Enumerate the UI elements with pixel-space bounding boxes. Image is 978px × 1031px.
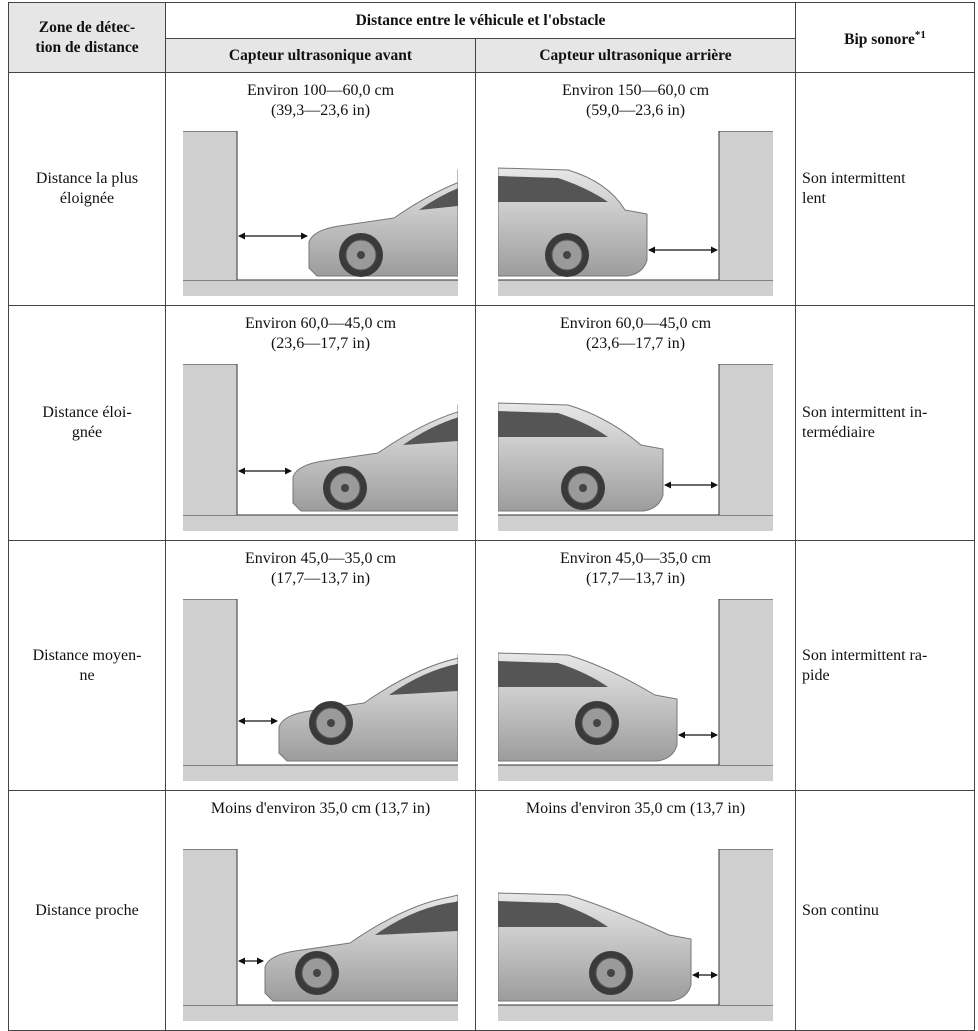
front-header: Capteur ultrasonique avant xyxy=(165,38,476,73)
wall-edge xyxy=(718,599,773,765)
car-window xyxy=(419,176,458,210)
car-window xyxy=(498,411,608,437)
wall-edge xyxy=(183,131,238,280)
front-illustration xyxy=(183,599,458,781)
wall-edge xyxy=(183,599,238,765)
sound-cell: Son intermittent ra- pide xyxy=(795,540,975,791)
wall xyxy=(183,131,237,280)
ground xyxy=(183,280,458,296)
wall-edge xyxy=(718,364,773,515)
sound-header: Bip sonore*1 xyxy=(795,2,975,73)
front-illustration xyxy=(183,131,458,296)
wall xyxy=(719,131,773,280)
rear-illustration xyxy=(498,131,773,296)
wall xyxy=(719,364,773,515)
zone-cell: Distance moyen- ne xyxy=(8,540,166,791)
row: Distance moyen- ne Environ 45,0—35,0 cm (… xyxy=(8,540,975,791)
zone-cell: Distance proche xyxy=(8,790,166,1031)
hub xyxy=(563,251,571,259)
hub xyxy=(607,969,615,977)
front-distance: Environ 60,0—45,0 cm (23,6—17,7 in) xyxy=(244,315,397,352)
front-distance: Moins d'environ 35,0 cm (13,7 in) xyxy=(210,800,431,817)
zone-cell: Distance éloi- gnée xyxy=(8,305,166,541)
arrow-head xyxy=(692,971,718,979)
sound-cell: Son intermittent lent xyxy=(795,72,975,306)
front-illustration xyxy=(183,849,458,1021)
car-window xyxy=(498,176,608,202)
ground xyxy=(498,280,773,296)
zone-cell: Distance la plus éloignée xyxy=(8,72,166,306)
sound-cell: Son intermittent in- termédiaire xyxy=(795,305,975,541)
rear-cell: Environ 60,0—45,0 cm (23,6—17,7 in) xyxy=(475,305,796,541)
wall xyxy=(719,849,773,1005)
wall xyxy=(183,364,237,515)
sensor-table: Zone de détec- tion de distance Distance… xyxy=(8,2,975,1031)
arrow-head xyxy=(648,246,718,254)
hub xyxy=(313,969,321,977)
row: Distance la plus éloignée Environ 100—60,… xyxy=(8,72,975,306)
rear-cell: Environ 150—60,0 cm (59,0—23,6 in) xyxy=(475,72,796,306)
arrow-head xyxy=(238,232,308,240)
row: Distance éloi- gnée Environ 60,0—45,0 cm … xyxy=(8,305,975,541)
rear-header: Capteur ultrasonique arrière xyxy=(475,38,796,73)
rear-illustration xyxy=(498,849,773,1021)
wall xyxy=(719,599,773,765)
rear-distance: Moins d'environ 35,0 cm (13,7 in) xyxy=(525,800,746,817)
wall-edge xyxy=(183,364,238,515)
ground xyxy=(498,515,773,531)
wall-edge xyxy=(718,131,773,280)
ground xyxy=(183,515,458,531)
front-cell: Environ 100—60,0 cm (39,3—23,6 in) xyxy=(165,72,476,306)
rear-distance: Environ 150—60,0 cm (59,0—23,6 in) xyxy=(561,82,710,119)
wall xyxy=(183,849,237,1005)
wall-edge xyxy=(183,849,238,1005)
rear-cell: Environ 45,0—35,0 cm (17,7—13,7 in) xyxy=(475,540,796,791)
hub xyxy=(341,484,349,492)
car-window xyxy=(498,901,608,927)
hub xyxy=(327,719,335,727)
sound-note: *1 xyxy=(914,28,926,41)
rear-distance: Environ 60,0—45,0 cm (23,6—17,7 in) xyxy=(559,315,712,352)
front-illustration xyxy=(183,364,458,531)
front-distance: Environ 100—60,0 cm (39,3—23,6 in) xyxy=(246,82,395,119)
arrow-head xyxy=(238,957,264,965)
subheader-row: Capteur ultrasonique avant Capteur ultra… xyxy=(9,38,975,73)
car-window xyxy=(498,661,608,687)
row: Distance proche Moins d'environ 35,0 cm (… xyxy=(8,790,975,1031)
car-window xyxy=(403,411,458,445)
car-body xyxy=(308,169,458,277)
hub xyxy=(593,719,601,727)
wall-edge xyxy=(718,849,773,1005)
front-cell: Environ 60,0—45,0 cm (23,6—17,7 in) xyxy=(165,305,476,541)
car-body xyxy=(278,654,458,762)
hub xyxy=(357,251,365,259)
sound-header-text: Bip sonore xyxy=(844,31,915,49)
rear-illustration xyxy=(498,599,773,781)
ground xyxy=(183,765,458,781)
hub xyxy=(579,484,587,492)
car-body xyxy=(292,404,458,512)
ground xyxy=(498,1005,773,1021)
car-window xyxy=(375,901,458,935)
header-row: Zone de détec- tion de distance Distance… xyxy=(8,2,975,73)
rear-distance: Environ 45,0—35,0 cm (17,7—13,7 in) xyxy=(559,550,712,587)
front-distance: Environ 45,0—35,0 cm (17,7—13,7 in) xyxy=(244,550,397,587)
rear-cell: Moins d'environ 35,0 cm (13,7 in) xyxy=(475,790,796,1031)
wall xyxy=(183,599,237,765)
ground xyxy=(183,1005,458,1021)
sound-cell: Son continu xyxy=(795,790,975,1031)
front-cell: Moins d'environ 35,0 cm (13,7 in) xyxy=(165,790,476,1031)
ground xyxy=(498,765,773,781)
zone-header: Zone de détec- tion de distance xyxy=(8,2,166,73)
front-cell: Environ 45,0—35,0 cm (17,7—13,7 in) xyxy=(165,540,476,791)
distance-header: Distance entre le véhicule et l'obstacle xyxy=(165,2,796,39)
car-window xyxy=(389,661,458,695)
rear-illustration xyxy=(498,364,773,531)
